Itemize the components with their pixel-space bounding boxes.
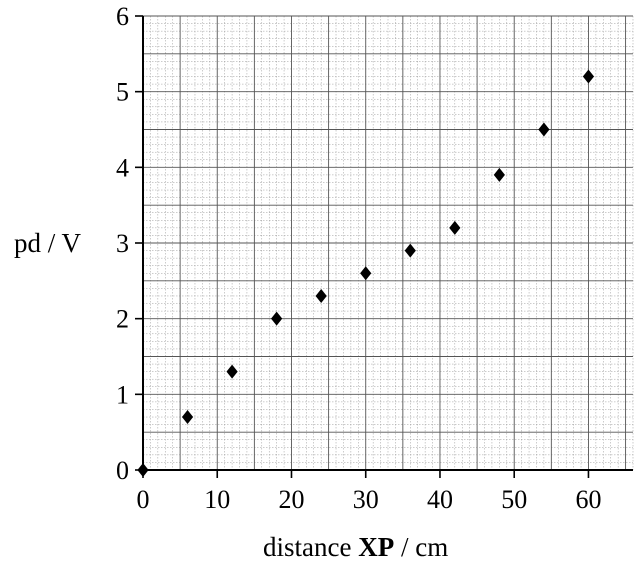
- x-tick-label: 50: [501, 485, 527, 514]
- y-tick-label: 4: [116, 153, 129, 182]
- x-tick-label: 30: [353, 485, 379, 514]
- x-tick-label: 20: [278, 485, 304, 514]
- x-axis-title: distance XP / cm: [263, 532, 448, 562]
- data-point-diamond: [538, 122, 550, 137]
- x-tick-labels: 0 10 20 30 40 50 60: [137, 485, 602, 514]
- data-point-diamond: [181, 410, 194, 425]
- data-point-diamond: [360, 266, 372, 281]
- data-point-diamond: [271, 311, 283, 326]
- y-tick-label: 1: [116, 380, 129, 409]
- data-point-diamond: [404, 243, 416, 258]
- x-tick-label: 60: [575, 485, 601, 514]
- data-point-diamond: [449, 220, 461, 235]
- x-tick-label: 40: [427, 485, 453, 514]
- x-axis-title-bold: XP: [358, 532, 394, 562]
- data-point-diamond: [137, 463, 149, 477]
- y-tick-label: 2: [116, 305, 129, 334]
- x-tick-label: 10: [204, 485, 230, 514]
- x-axis-title-prefix: distance: [263, 532, 358, 562]
- y-tick-label: 6: [116, 2, 129, 31]
- data-point-diamond: [226, 364, 238, 379]
- data-points: [137, 69, 595, 477]
- axes: [135, 15, 633, 478]
- data-point-diamond: [582, 69, 595, 84]
- y-tick-labels: 0 1 2 3 4 5 6: [116, 2, 129, 485]
- y-tick-label: 5: [116, 78, 129, 107]
- data-point-diamond: [315, 288, 327, 303]
- y-axis-title: pd / V: [14, 228, 82, 258]
- y-tick-label: 0: [116, 456, 129, 485]
- x-axis-title-suffix: / cm: [394, 532, 448, 562]
- data-point-diamond: [493, 167, 505, 182]
- x-tick-label: 0: [137, 485, 150, 514]
- y-tick-label: 3: [116, 229, 129, 258]
